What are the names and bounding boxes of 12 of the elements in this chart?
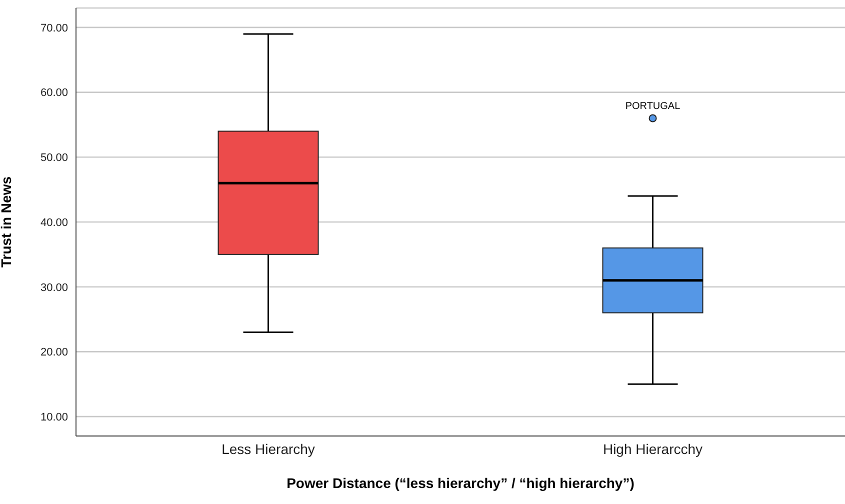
y-axis-title: Trust in News xyxy=(0,176,14,268)
y-tick-label: 10.00 xyxy=(40,411,68,424)
x-axis-title: Power Distance (“less hierarchy” / “high hierarchy”) xyxy=(286,475,634,491)
y-tick-label: 60.00 xyxy=(40,87,68,100)
x-tick-label: Less Hierarchy xyxy=(222,440,315,457)
y-tick-label: 30.00 xyxy=(40,282,68,294)
y-tick-label: 40.00 xyxy=(40,216,68,229)
y-tick-label: 20.00 xyxy=(40,346,68,359)
y-tick-label: 70.00 xyxy=(40,22,68,34)
annotation: PORTUGAL xyxy=(625,101,681,112)
y-tick-label: 50.00 xyxy=(40,152,68,164)
x-tick-label: High Hierarcchy xyxy=(602,440,703,457)
